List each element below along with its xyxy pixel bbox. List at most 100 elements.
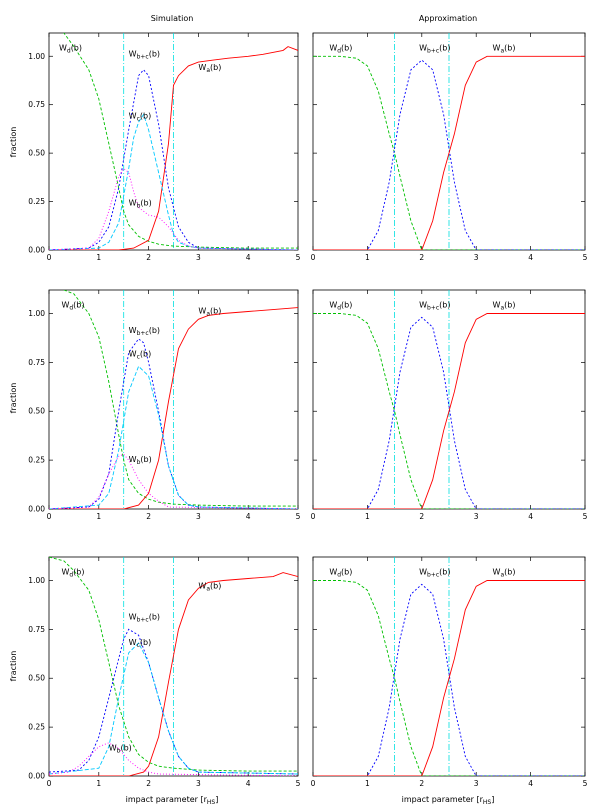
y-tick-label: 0.50 (28, 149, 45, 158)
x-tick-label: 5 (296, 512, 301, 521)
panel-row1-approximation: 0 1 2 3 4 5 Wd(b) Wb+c(b) Wa(b) (311, 32, 588, 262)
x-tick-label: 1 (365, 779, 370, 788)
x-axis-label-end: ] (491, 795, 494, 804)
x-tick-label: 0 (311, 779, 316, 788)
y-tick-label: 0.25 (28, 723, 45, 732)
x-tick-label: 3 (474, 779, 479, 788)
series-label-Wb: Wb(b) (129, 198, 152, 209)
x-tick-label: 2 (146, 512, 151, 521)
series-line-Wb (49, 453, 298, 509)
series-line-Wc (49, 113, 298, 250)
series-label-Wbc: Wb+c(b) (419, 301, 450, 312)
y-tick-label: 1.00 (28, 309, 45, 318)
x-tick-label: 5 (296, 779, 301, 788)
x-tick-label: 3 (474, 512, 479, 521)
series-label-Wbc: Wb+c(b) (129, 326, 160, 337)
series-line-Wbc (49, 338, 298, 509)
x-tick-label: 2 (146, 253, 151, 262)
x-tick-label: 1 (365, 512, 370, 521)
series-label-Wa: Wa(b) (198, 581, 221, 592)
y-tick-label: 0.75 (28, 358, 45, 367)
series-line-Wa (313, 580, 585, 776)
y-tick-label: 0.75 (28, 625, 45, 634)
y-axis-label-row-2: fraction (9, 383, 18, 414)
x-axis-label-approximation: impact parameter [rHS] (402, 795, 495, 806)
x-axis-label-end: ] (215, 795, 218, 804)
x-tick-label: 0 (47, 779, 52, 788)
series-label-Wa: Wa(b) (493, 43, 516, 54)
x-tick-label: 2 (146, 779, 151, 788)
y-tick-label: 0.25 (28, 456, 45, 465)
y-tick-label: 0.50 (28, 674, 45, 683)
chart-panels: 0 1 2 3 4 5 0.00 0.25 0.50 0.75 1.00 Wd(b) Wa(b) Wb+c… (28, 32, 588, 788)
x-tick-label: 5 (296, 253, 301, 262)
series-line-Wd (313, 580, 585, 776)
x-tick-label: 0 (311, 512, 316, 521)
x-axis-label-main: impact parameter [r (402, 795, 484, 804)
plot-frame (48, 289, 299, 510)
series-label-Wbc: Wb+c(b) (419, 568, 450, 579)
x-tick-label: 0 (47, 512, 52, 521)
y-tick-label: 1.00 (28, 52, 45, 61)
y-axis-label-row-3: fraction (9, 651, 18, 682)
x-tick-label: 4 (528, 253, 533, 262)
x-tick-label: 1 (96, 512, 101, 521)
series-line-Wa (313, 55, 585, 250)
series-line-Wd (62, 33, 298, 249)
x-tick-label: 3 (474, 253, 479, 262)
y-tick-label: 0.50 (28, 407, 45, 416)
y-tick-label: 1.00 (28, 576, 45, 585)
x-axis-label-sub: HS (207, 799, 216, 806)
series-label-Wd: Wd(b) (61, 301, 84, 312)
x-tick-label: 2 (419, 512, 424, 521)
y-tick-label: 0.00 (28, 246, 45, 255)
x-tick-label: 4 (246, 779, 251, 788)
series-line-Wbc (313, 59, 585, 250)
x-tick-label: 5 (583, 512, 588, 521)
x-tick-label: 3 (196, 779, 201, 788)
series-line-Wa (49, 307, 298, 509)
series-label-Wd: Wd(b) (329, 43, 352, 54)
series-label-Wbc: Wb+c(b) (419, 43, 450, 54)
series-label-Wd: Wd(b) (59, 43, 82, 54)
y-tick-label: 0.25 (28, 197, 45, 206)
x-tick-label: 0 (47, 253, 52, 262)
series-label-Wd: Wd(b) (329, 568, 352, 579)
x-tick-label: 4 (528, 512, 533, 521)
series-line-Wd (60, 290, 298, 507)
series-line-Wb (49, 742, 298, 776)
series-line-Wb (49, 167, 298, 250)
y-tick-label: 0.75 (28, 100, 45, 109)
x-tick-label: 0 (311, 253, 316, 262)
x-tick-label: 4 (528, 779, 533, 788)
panel-row2-approximation: 0 1 2 3 4 5 Wd(b) Wb+c(b) Wa(b) (311, 289, 588, 521)
y-axis-label-row-1: fraction (9, 127, 18, 158)
series-line-Wd (313, 55, 585, 250)
x-tick-label: 5 (583, 253, 588, 262)
series-line-Wc (49, 642, 298, 775)
x-tick-label: 4 (246, 253, 251, 262)
series-line-Wd (313, 313, 585, 509)
x-axis-label-main: impact parameter [r (126, 795, 208, 804)
series-label-Wbc: Wb+c(b) (129, 613, 160, 624)
y-tick-label: 0.00 (28, 505, 45, 514)
series-line-Wa (49, 572, 298, 776)
x-tick-label: 1 (96, 779, 101, 788)
series-label-Wa: Wa(b) (493, 301, 516, 312)
plot-frame (312, 289, 586, 510)
x-tick-label: 1 (365, 253, 370, 262)
series-line-Wa (49, 46, 298, 250)
x-axis-label-sub: HS (483, 799, 492, 806)
series-line-Wa (313, 313, 585, 509)
panel-row3-approximation: 0 1 2 3 4 5 Wd(b) Wb+c(b) Wa(b) (311, 556, 588, 788)
series-label-Wb: Wb(b) (109, 744, 132, 755)
column-title-approximation: Approximation (419, 14, 477, 23)
y-tick-label: 0.00 (28, 772, 45, 781)
series-label-Wc: Wc(b) (129, 638, 152, 649)
series-label-Wc: Wc(b) (129, 111, 152, 122)
series-label-Wd: Wd(b) (329, 301, 352, 312)
series-label-Wb: Wb(b) (129, 455, 152, 466)
x-tick-label: 2 (419, 253, 424, 262)
panel-row3-simulation: 0 1 2 3 4 5 0.00 0.25 0.50 0.75 1.00 Wd(b) Wa(b) Wb+c… (28, 556, 301, 788)
